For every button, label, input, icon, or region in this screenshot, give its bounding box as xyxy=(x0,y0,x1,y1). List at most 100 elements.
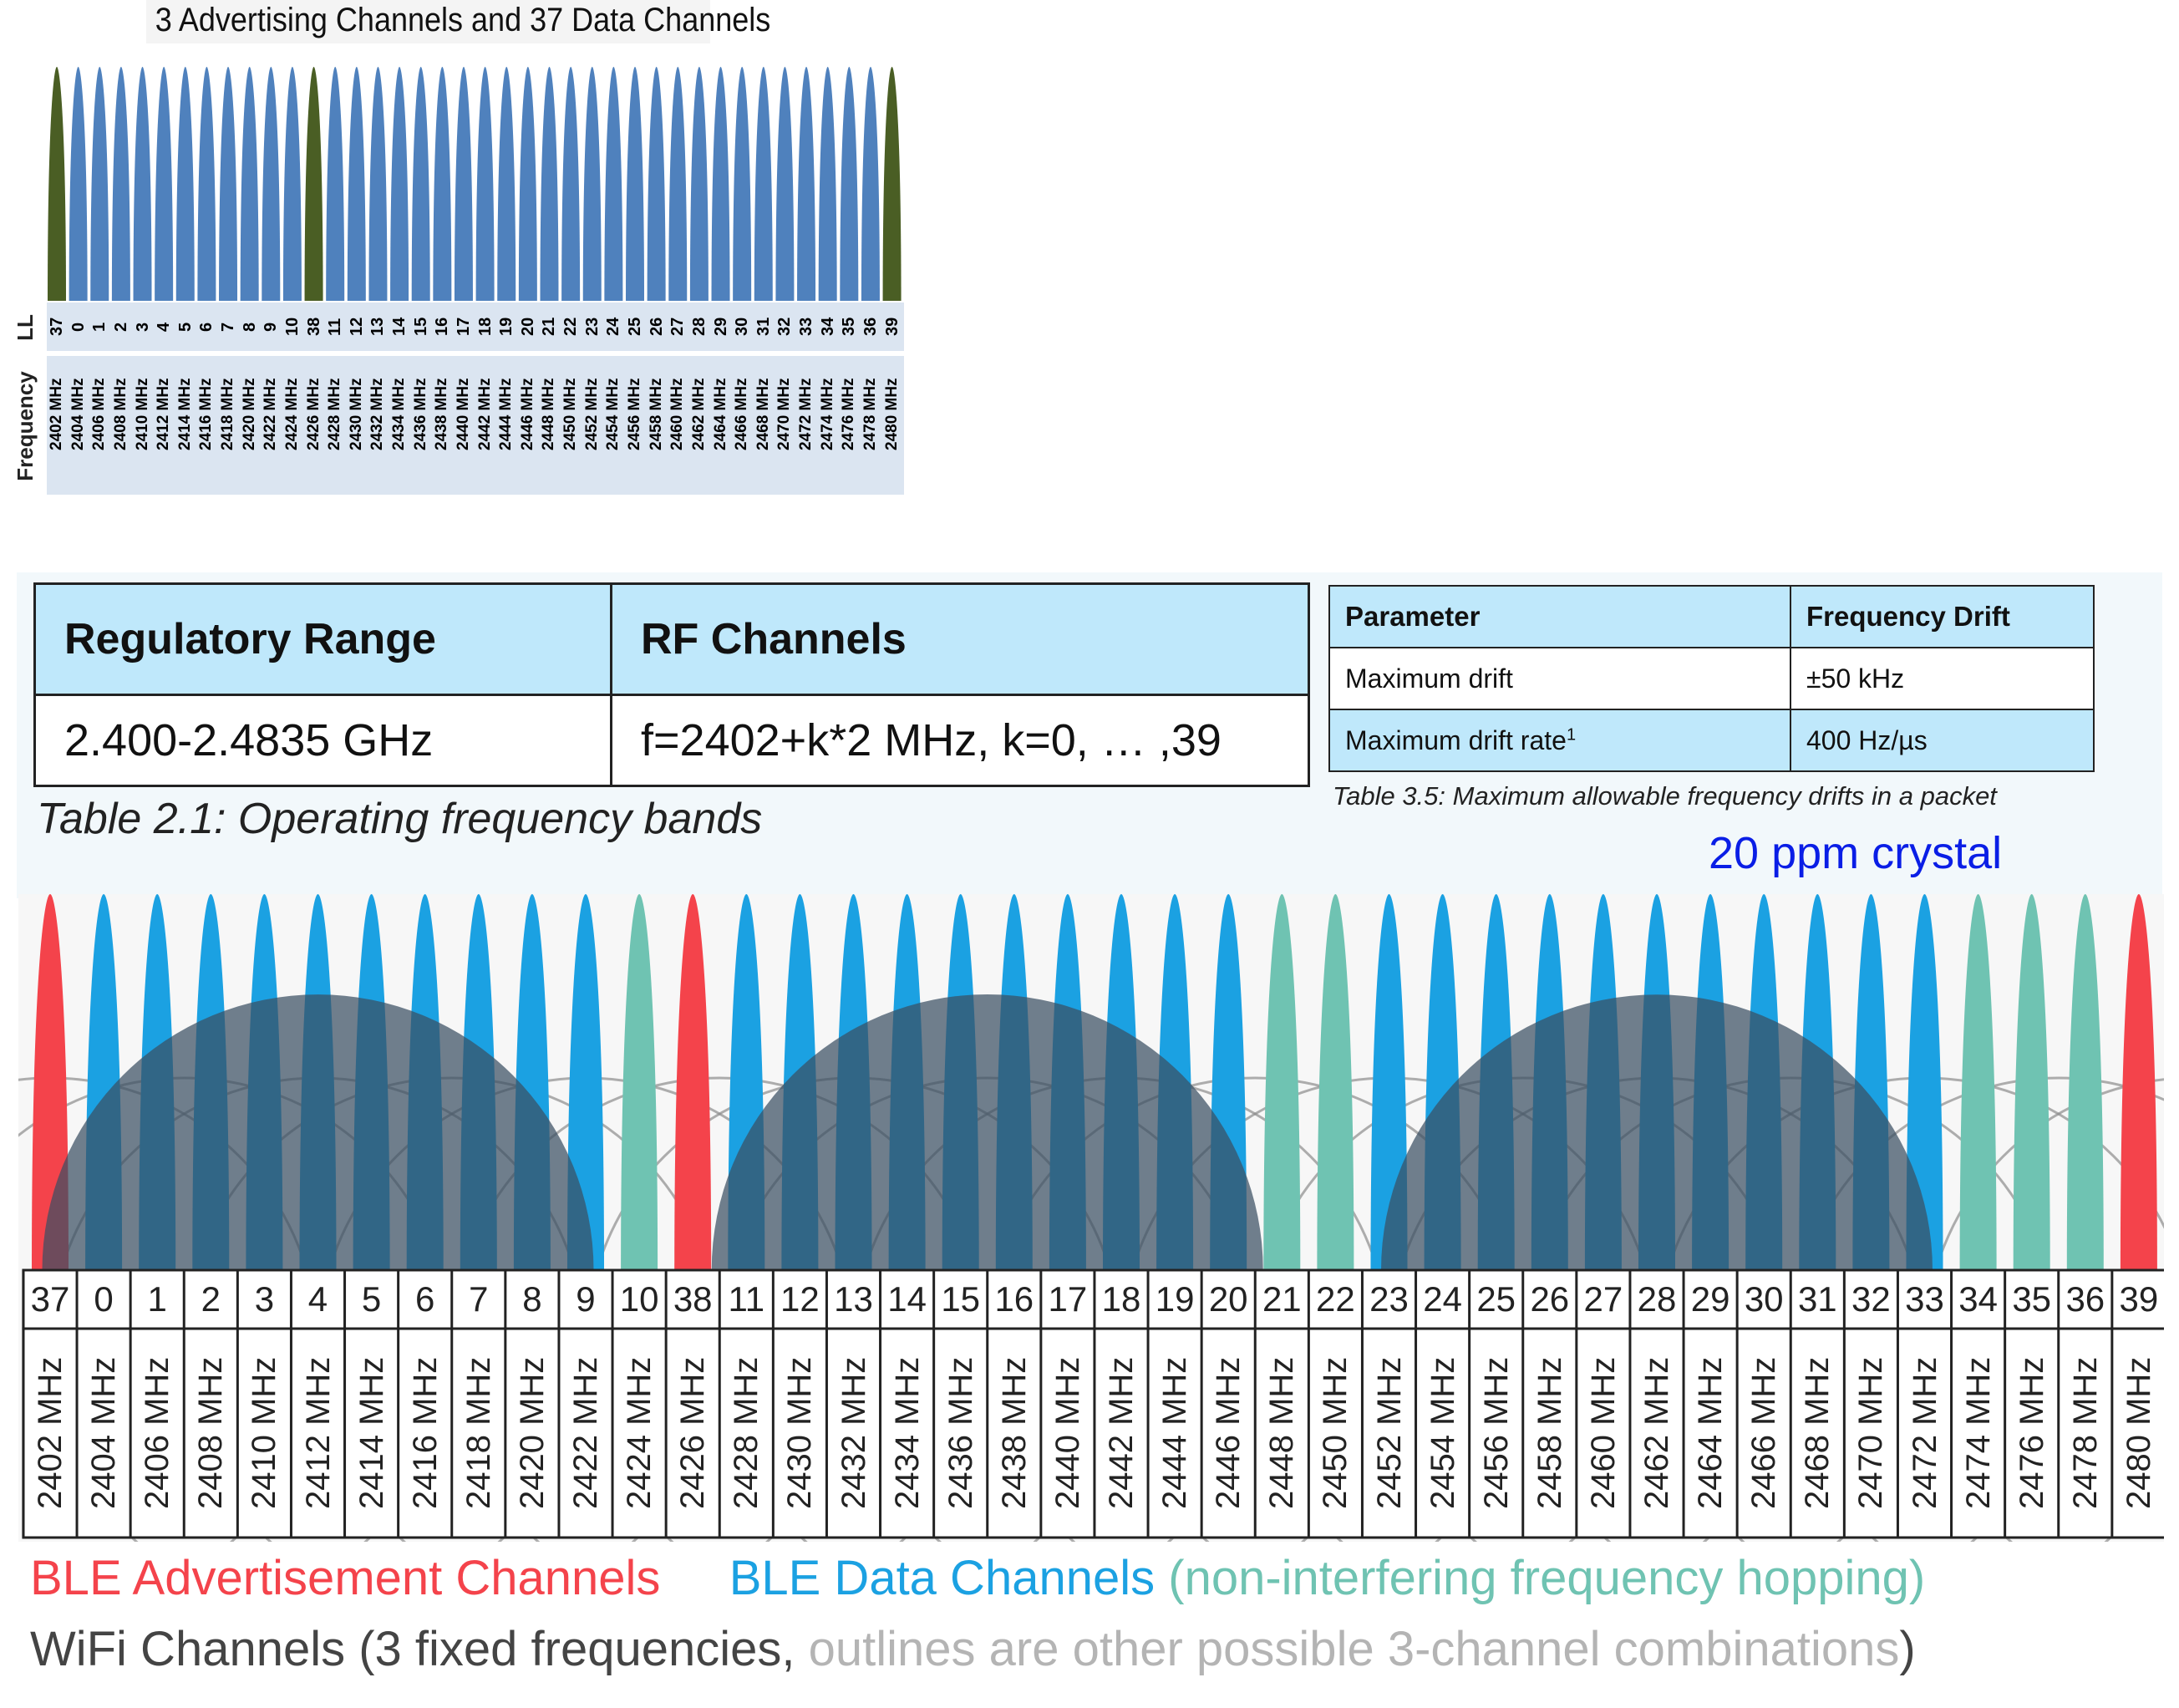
top-ll-label: 3 xyxy=(133,322,152,332)
channel-number-label: 5 xyxy=(361,1279,382,1319)
top-ll-label: 17 xyxy=(454,317,473,337)
channel-frequency-label: 2438 MHz xyxy=(995,1356,1033,1510)
channel-number-label: 12 xyxy=(780,1279,820,1319)
top-ll-label: 24 xyxy=(604,317,623,337)
channel-frequency-label: 2464 MHz xyxy=(1692,1356,1729,1510)
regulatory-table: Regulatory Range RF Channels 2.400-2.483… xyxy=(33,582,1310,787)
channel-number-label: 10 xyxy=(619,1279,659,1319)
rf-channels-header: RF Channels xyxy=(610,582,1310,696)
frequency-band xyxy=(47,356,904,495)
top-ll-label: 31 xyxy=(754,317,773,337)
channel-frequency-label: 2454 MHz xyxy=(1424,1356,1461,1510)
top-ll-label: 23 xyxy=(582,317,602,337)
top-channel-spike xyxy=(775,67,795,301)
top-frequency-label: 2480 MHz xyxy=(882,378,901,451)
top-ll-label: 21 xyxy=(540,317,559,337)
channel-frequency-label: 2472 MHz xyxy=(1906,1356,1943,1510)
ble-channel-spike xyxy=(1317,894,1354,1270)
top-ll-label: 25 xyxy=(626,317,644,337)
top-frequency-label: 2468 MHz xyxy=(754,378,772,451)
channel-frequency-label: 2480 MHz xyxy=(2120,1356,2157,1510)
crystal-note: 20 ppm crystal xyxy=(1709,828,2003,878)
top-ll-label: 2 xyxy=(111,322,130,332)
legend-data: BLE Data Channels xyxy=(729,1551,1156,1605)
top-ll-label: 30 xyxy=(733,317,752,337)
top-ll-label: 7 xyxy=(219,322,238,332)
top-channel-spike xyxy=(326,67,345,301)
channel-frequency-label: 2460 MHz xyxy=(1584,1356,1622,1510)
top-channel-spike xyxy=(454,67,473,301)
channel-number-label: 28 xyxy=(1637,1279,1677,1319)
top-channel-spike xyxy=(175,67,195,301)
channel-number-label: 7 xyxy=(469,1279,489,1319)
drift-rate-footnote: 1 xyxy=(1566,724,1577,744)
top-frequency-label: 2434 MHz xyxy=(390,378,409,451)
top-channel-spike xyxy=(647,67,666,301)
channel-frequency-label: 2434 MHz xyxy=(888,1356,926,1510)
top-frequency-label: 2476 MHz xyxy=(840,378,858,451)
channel-frequency-label: 2468 MHz xyxy=(1799,1356,1836,1510)
channel-number-label: 3 xyxy=(254,1279,275,1319)
top-frequency-label: 2418 MHz xyxy=(219,378,237,451)
top-frequency-label: 2426 MHz xyxy=(304,378,323,451)
channel-frequency-label: 2456 MHz xyxy=(1477,1356,1515,1510)
legend-close: ) xyxy=(1899,1622,1916,1676)
drift-rate-param: Maximum drift rate1 xyxy=(1328,709,1791,772)
legend-hopping: (non-interfering frequency hopping) xyxy=(1168,1551,1926,1605)
top-channel-spike xyxy=(711,67,730,301)
channel-frequency-label: 2466 MHz xyxy=(1745,1356,1783,1510)
regulatory-table-caption: Table 2.1: Operating frequency bands xyxy=(37,795,763,843)
top-channel-spike xyxy=(518,67,537,301)
ble-channel-spike xyxy=(2120,894,2157,1270)
top-ll-label: 20 xyxy=(518,317,537,337)
top-ll-label: 8 xyxy=(240,322,259,332)
top-frequency-label: 2402 MHz xyxy=(48,378,65,451)
wifi-channel-dome xyxy=(1381,994,1933,1270)
channel-number-label: 19 xyxy=(1155,1279,1195,1319)
top-channel-spike xyxy=(797,67,816,301)
top-ll-label: 10 xyxy=(282,317,302,337)
top-channel-spike xyxy=(304,67,323,301)
channel-frequency-label: 2422 MHz xyxy=(567,1356,604,1510)
channel-number-label: 20 xyxy=(1208,1279,1248,1319)
frequency-drift-header: Frequency Drift xyxy=(1790,585,2095,648)
top-channel-spike xyxy=(733,67,752,301)
ble-channel-spike xyxy=(1959,894,1997,1270)
top-channel-spike xyxy=(368,67,388,301)
top-ll-label: 19 xyxy=(497,317,516,337)
top-frequency-label: 2452 MHz xyxy=(582,378,601,451)
top-channel-spike xyxy=(689,67,709,301)
channel-number-label: 8 xyxy=(522,1279,542,1319)
top-ll-label: 13 xyxy=(368,317,388,337)
top-frequency-label: 2448 MHz xyxy=(540,378,558,451)
ll-band xyxy=(47,302,904,351)
channel-frequency-label: 2450 MHz xyxy=(1317,1356,1354,1510)
top-channel-spike xyxy=(282,67,302,301)
top-channel-spike xyxy=(861,67,880,301)
top-frequency-label: 2410 MHz xyxy=(133,378,151,451)
top-frequency-label: 2404 MHz xyxy=(69,378,87,451)
top-frequency-label: 2408 MHz xyxy=(111,378,130,451)
top-frequency-label: 2462 MHz xyxy=(689,378,708,451)
top-channel-spike xyxy=(133,67,152,301)
channel-frequency-label: 2440 MHz xyxy=(1049,1356,1086,1510)
channel-frequency-label: 2448 MHz xyxy=(1263,1356,1301,1510)
top-channel-spike xyxy=(411,67,430,301)
channel-number-label: 39 xyxy=(2119,1279,2159,1319)
channel-number-label: 27 xyxy=(1583,1279,1623,1319)
top-ll-label: 34 xyxy=(818,317,837,337)
top-ll-label: 27 xyxy=(668,317,688,337)
ble-channel-spike xyxy=(674,894,712,1270)
top-frequency-label: 2406 MHz xyxy=(90,378,109,451)
top-ll-label: 18 xyxy=(475,317,495,337)
top-channel-spike xyxy=(390,67,409,301)
channel-frequency-label: 2428 MHz xyxy=(728,1356,765,1510)
channel-frequency-label: 2414 MHz xyxy=(353,1356,390,1510)
channel-number-label: 14 xyxy=(887,1279,927,1319)
channel-frequency-label: 2458 MHz xyxy=(1531,1356,1568,1510)
top-ll-label: 6 xyxy=(197,322,216,332)
top-channel-spike xyxy=(475,67,495,301)
ble-wifi-channel-diagram xyxy=(18,894,2164,1542)
channel-number-label: 25 xyxy=(1476,1279,1516,1319)
top-frequency-label: 2440 MHz xyxy=(454,378,472,451)
